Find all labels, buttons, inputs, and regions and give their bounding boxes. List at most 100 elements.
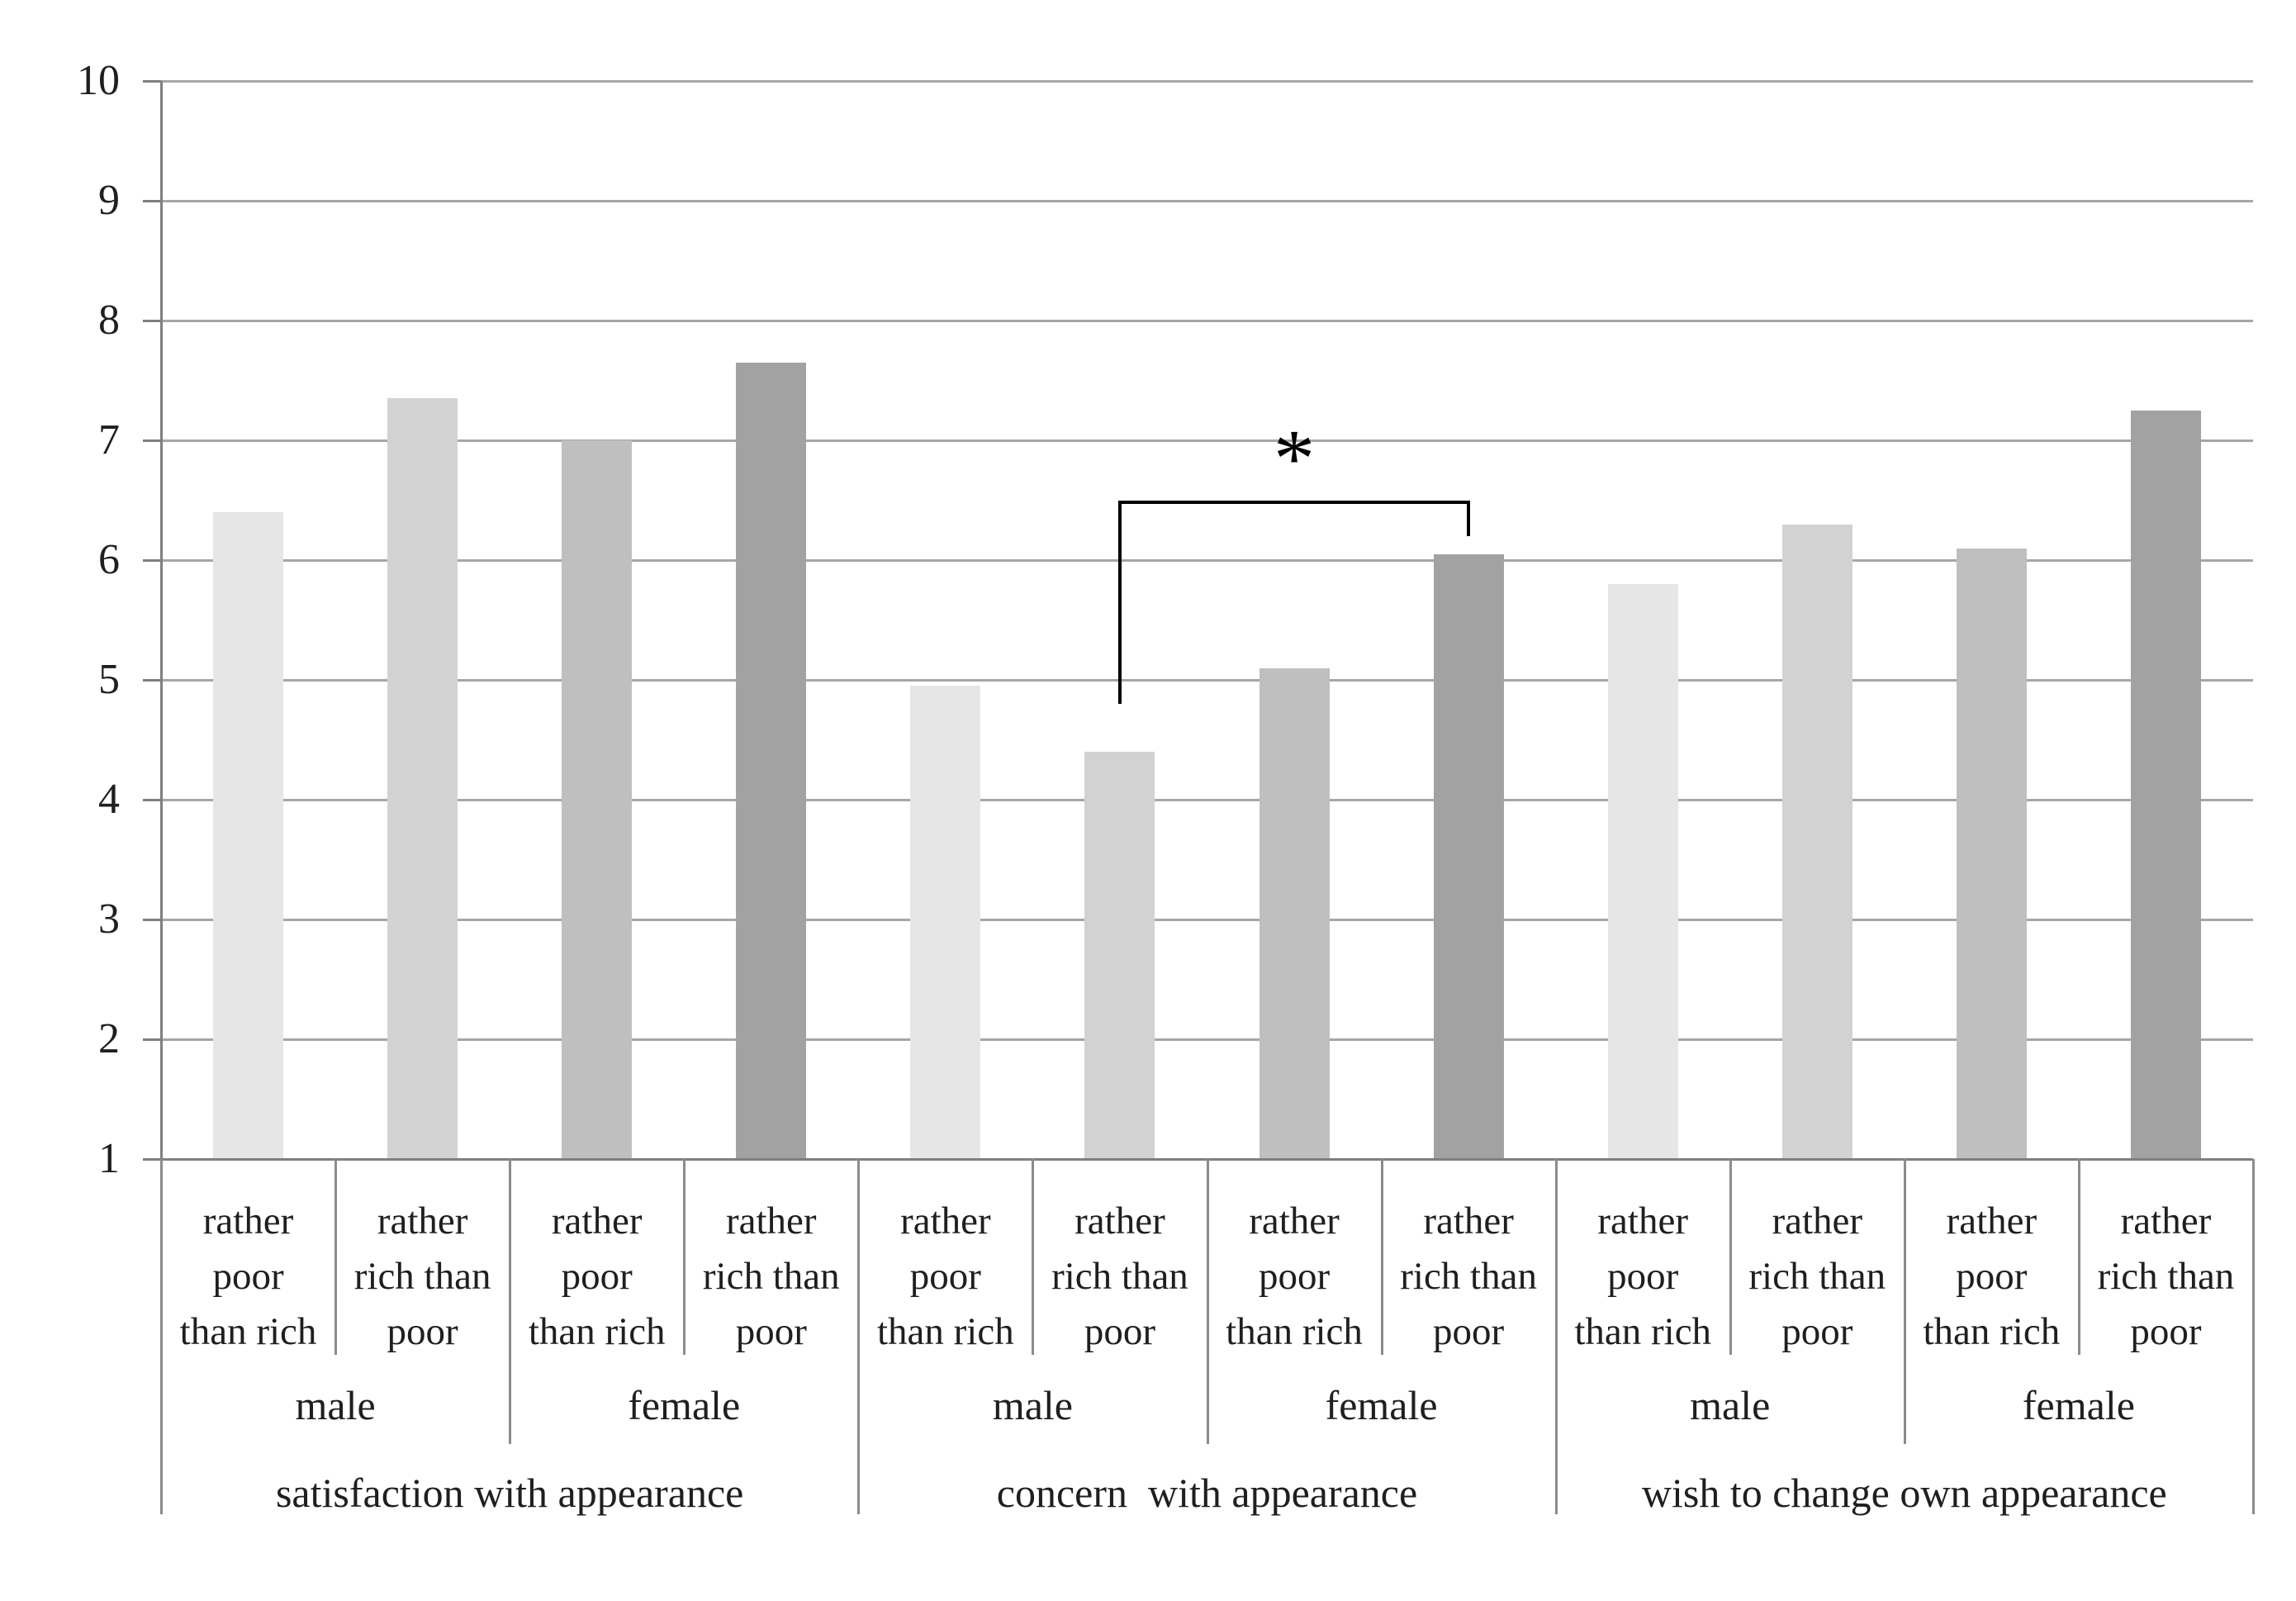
x-label-line: than rich — [179, 1310, 317, 1353]
category-cell-satisfaction-with-appearance: satisfaction with appearance — [275, 1470, 744, 1516]
x-label-line: than rich — [1226, 1310, 1363, 1353]
x-label-line: poor — [561, 1255, 633, 1298]
significance-bracket-top — [1119, 500, 1469, 504]
axis-divider-11 — [2077, 1159, 2080, 1355]
x-label-line: poor — [1258, 1255, 1331, 1298]
x-label-line: rich than — [1051, 1255, 1188, 1298]
x-label-line: rather — [1074, 1200, 1165, 1242]
bar-concern-male-rather-poor-than-rich — [910, 686, 981, 1159]
axis-divider-8 — [1554, 1159, 1558, 1514]
x-label-line: rich than — [1400, 1255, 1537, 1298]
bar-wish-female-rather-poor-than-rich — [1956, 548, 2027, 1159]
gender-cell-female-2: female — [2022, 1382, 2135, 1428]
x-label-line: than rich — [1574, 1310, 1712, 1353]
x-label-line: poor — [2130, 1310, 2202, 1353]
axis-divider-9 — [1729, 1159, 1732, 1355]
x-label-line: rather — [1946, 1200, 2037, 1242]
axis-divider-12 — [2252, 1159, 2255, 1514]
x-label-line: rather — [1423, 1200, 1514, 1242]
y-tick-mark-10 — [143, 80, 161, 83]
x-label-line: poor — [909, 1255, 981, 1298]
y-tick-mark-4 — [143, 799, 161, 801]
gridline-8 — [161, 320, 2253, 322]
x-label-cell-11: rather rich than poor — [2079, 1159, 2253, 1355]
y-tick-label-5: 5 — [98, 656, 120, 703]
y-tick-label-8: 8 — [98, 297, 120, 344]
y-tick-mark-1 — [143, 1158, 161, 1161]
bar-satisfaction-female-rather-poor-than-rich — [562, 440, 633, 1159]
x-label-line: rich than — [353, 1255, 491, 1298]
x-label-cell-2: rather poor than rich — [510, 1159, 684, 1355]
x-label-line: poor — [1781, 1310, 1853, 1353]
gridline-2 — [161, 1038, 2253, 1041]
x-label-cell-6: rather poor than rich — [1207, 1159, 1382, 1355]
x-label-cell-10: rather poor than rich — [1905, 1159, 2079, 1355]
x-label-cell-7: rather rich than poor — [1382, 1159, 1556, 1355]
x-label-line: than rich — [528, 1310, 666, 1353]
x-label-line: rather — [900, 1200, 991, 1242]
axis-divider-7 — [1380, 1159, 1383, 1355]
x-label-line: poor — [1084, 1310, 1156, 1353]
x-label-line: rather — [1597, 1200, 1688, 1242]
gridline-3 — [161, 919, 2253, 921]
gridline-4 — [161, 799, 2253, 801]
x-label-cell-0: rather poor than rich — [161, 1159, 335, 1355]
x-label-line: poor — [1956, 1255, 2028, 1298]
gridline-7 — [161, 439, 2253, 442]
x-label-line: rich than — [702, 1255, 840, 1298]
y-tick-label-1: 1 — [98, 1135, 120, 1182]
y-tick-label-7: 7 — [98, 416, 120, 463]
bar-concern-female-rather-rich-than-poor — [1433, 553, 1504, 1159]
gender-cell-female-0: female — [628, 1382, 741, 1428]
x-label-line: than rich — [876, 1310, 1014, 1353]
y-tick-label-10: 10 — [77, 57, 120, 104]
bar-wish-male-rather-poor-than-rich — [1607, 584, 1678, 1159]
x-label-line: than rich — [1923, 1310, 2061, 1353]
y-tick-mark-8 — [143, 320, 161, 322]
axis-divider-5 — [1032, 1159, 1035, 1355]
y-tick-mark-6 — [143, 559, 161, 562]
significance-bracket-right-leg — [1467, 500, 1471, 536]
x-label-line: rather — [1772, 1200, 1863, 1242]
x-label-line: poor — [387, 1310, 458, 1353]
category-cell-concern-with-appearance: concern with appearance — [996, 1470, 1418, 1516]
y-tick-label-2: 2 — [98, 1015, 120, 1062]
x-label-line: rather — [1249, 1200, 1340, 1242]
gender-cell-male-2: male — [1690, 1382, 1771, 1428]
y-tick-mark-7 — [143, 439, 161, 442]
significance-bracket-left-leg — [1117, 500, 1122, 704]
axis-divider-1 — [334, 1159, 338, 1355]
x-label-line: rather — [377, 1200, 468, 1242]
gender-cell-male-1: male — [992, 1382, 1073, 1428]
axis-divider-3 — [683, 1159, 686, 1355]
x-label-line: rather — [551, 1200, 643, 1242]
x-label-line: rather — [725, 1200, 817, 1242]
axis-divider-4 — [857, 1159, 861, 1514]
y-tick-label-3: 3 — [98, 896, 120, 943]
gender-cell-female-1: female — [1325, 1382, 1438, 1428]
significance-asterisk: * — [1274, 412, 1316, 504]
axis-divider-6 — [1206, 1159, 1209, 1444]
x-label-line: rather — [2120, 1200, 2212, 1242]
bar-satisfaction-male-rather-poor-than-rich — [213, 512, 284, 1159]
axis-divider-0 — [160, 1159, 163, 1514]
x-label-line: poor — [735, 1310, 807, 1353]
gridline-5 — [161, 679, 2253, 682]
y-tick-mark-5 — [143, 679, 161, 682]
gender-cell-male-0: male — [295, 1382, 376, 1428]
y-tick-mark-3 — [143, 919, 161, 921]
y-tick-label-9: 9 — [98, 177, 120, 224]
x-label-line: rather — [202, 1200, 294, 1242]
y-tick-mark-2 — [143, 1038, 161, 1041]
x-label-cell-1: rather rich than poor — [335, 1159, 510, 1355]
x-label-line: poor — [1607, 1255, 1679, 1298]
x-label-line: rich than — [2097, 1255, 2235, 1298]
category-cell-wish-to-change-own-appearance: wish to change own appearance — [1641, 1470, 2167, 1516]
x-label-cell-5: rather rich than poor — [1032, 1159, 1207, 1355]
y-tick-label-4: 4 — [98, 776, 120, 823]
x-label-line: poor — [212, 1255, 284, 1298]
x-label-line: rich than — [1748, 1255, 1886, 1298]
x-label-cell-8: rather poor than rich — [1556, 1159, 1730, 1355]
bar-satisfaction-female-rather-rich-than-poor — [736, 362, 807, 1159]
